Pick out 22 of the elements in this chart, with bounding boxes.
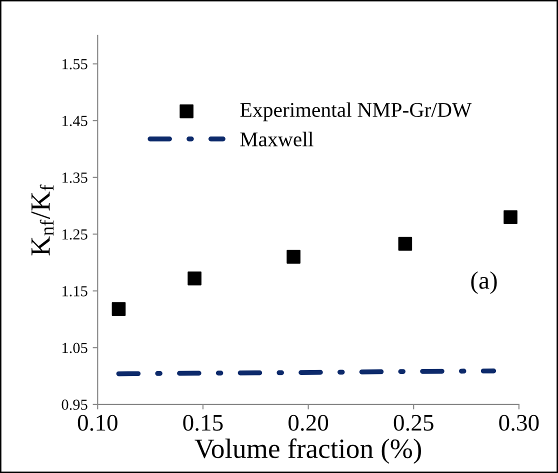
x-tick-label: 0.10 <box>78 414 118 431</box>
y-tick-label: 1.15 <box>62 286 88 296</box>
point <box>504 210 518 224</box>
y-tick-label: 0.95 <box>62 400 88 410</box>
y-tick-label: 1.25 <box>62 229 88 240</box>
x-tick-label: 0.15 <box>183 414 223 431</box>
legend-label: Experimental NMP-Gr/DW <box>240 102 472 122</box>
y-tick-label: 1.55 <box>62 59 88 70</box>
y-tick-label: 1.35 <box>62 172 88 183</box>
x-tick-label: 0.30 <box>499 414 539 431</box>
y-tick-label: 1.45 <box>62 116 88 126</box>
x-axis-title: Volume fraction (%) <box>194 438 421 464</box>
x-tick-label: 0.20 <box>288 414 328 431</box>
x-tick-label: 0.25 <box>394 414 434 431</box>
legend-label: Maxwell <box>240 132 314 146</box>
point <box>286 250 300 264</box>
y-axis-title: K$_{nf}$/K$_{f}$ <box>31 184 54 256</box>
y-tick-label: 1.05 <box>62 342 88 354</box>
point <box>112 302 126 316</box>
annotation: (a) <box>471 271 497 294</box>
point <box>398 236 412 251</box>
point <box>188 272 202 286</box>
